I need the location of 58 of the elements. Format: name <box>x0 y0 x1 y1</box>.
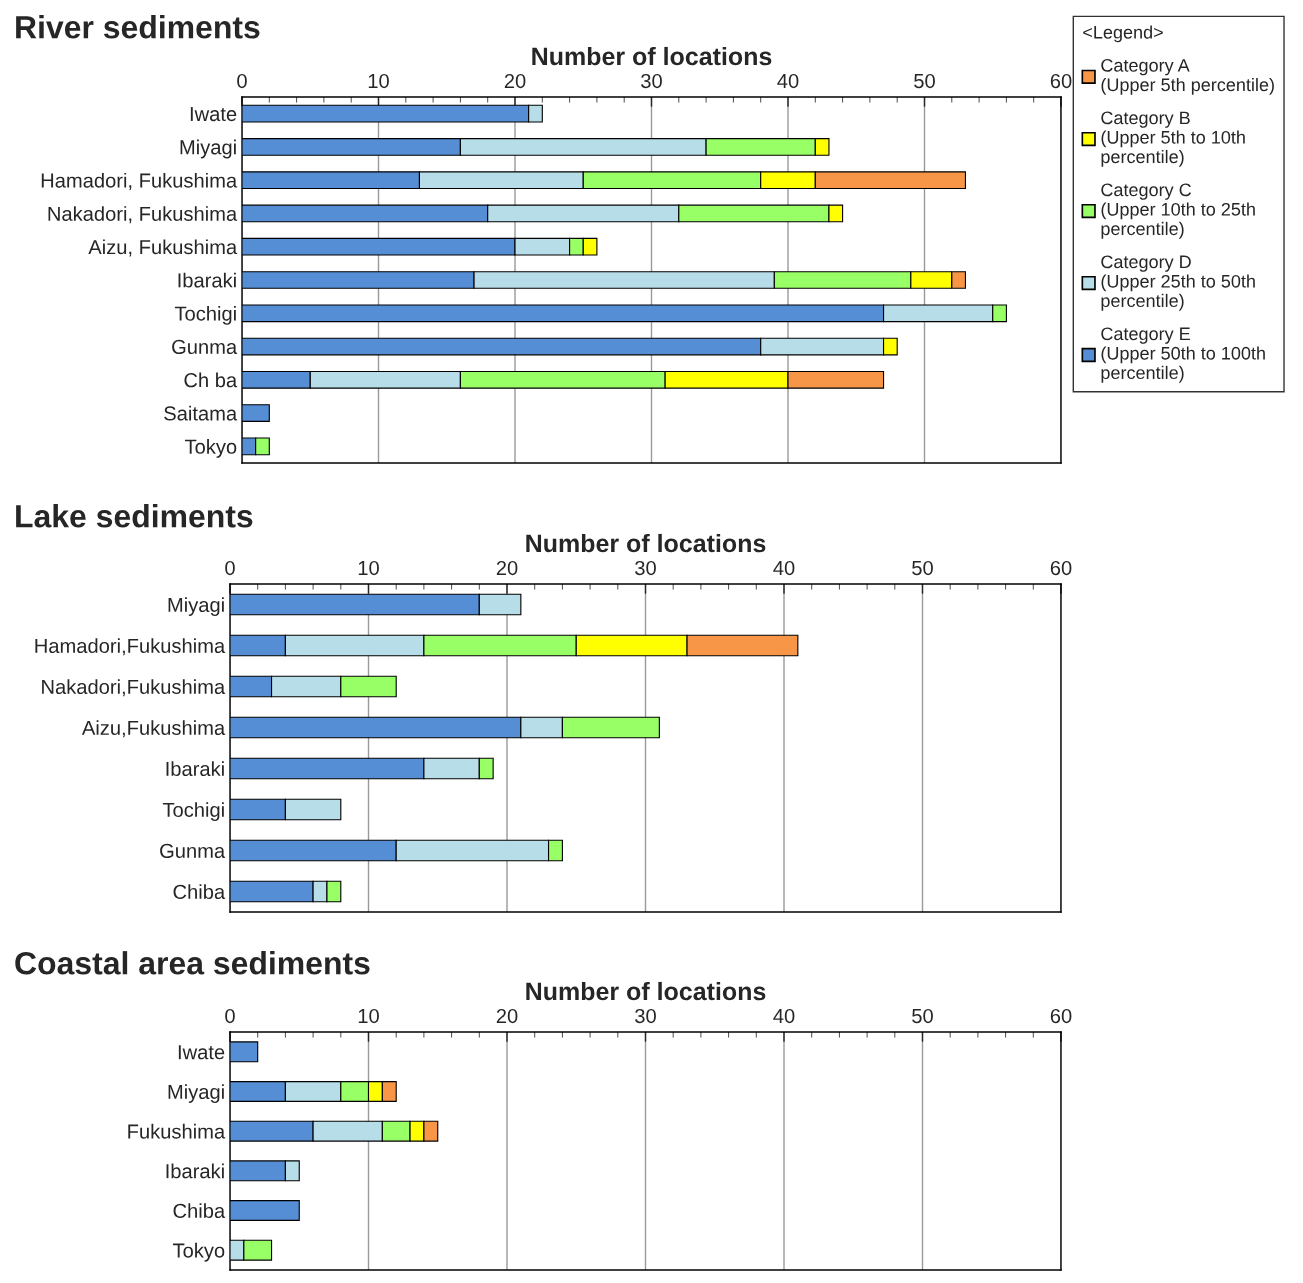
x-tick-label: 40 <box>777 73 799 89</box>
y-tick-label: Iwate <box>190 107 237 122</box>
x-tick-label: 30 <box>635 560 656 576</box>
x-tick-label: 40 <box>773 1008 795 1024</box>
legend-label: Category C (Upper 10th to 25th percentile) <box>1101 183 1255 239</box>
y-tick-label: Tokyo <box>184 439 237 458</box>
y-tick-label: Gunma <box>160 843 226 858</box>
x-tick-label: 10 <box>368 73 389 89</box>
legend-label: Category E (Upper 50th to 100th percentile) <box>1101 327 1265 383</box>
y-tick-label: Ibaraki <box>166 761 224 776</box>
y-tick-label: Chiba <box>173 884 226 899</box>
chart-title: River sediments <box>16 15 260 39</box>
y-tick-label: Tochigi <box>174 305 236 325</box>
y-tick-label: Chiba <box>173 1203 226 1218</box>
x-axis-title: Number of locations <box>526 533 766 553</box>
y-tick-label: Saitama <box>164 405 238 421</box>
x-tick-label: 20 <box>496 1008 518 1024</box>
x-tick-label: 50 <box>912 1008 933 1024</box>
chart-title: Lake sediments <box>16 504 253 528</box>
y-tick-label: Ch ba <box>184 372 238 388</box>
x-tick-label: 10 <box>358 560 379 576</box>
x-tick-label: 30 <box>635 1008 656 1024</box>
chart-title: Coastal area sediments <box>15 951 370 975</box>
y-tick-label: Hamadori,Fukushima <box>35 638 226 656</box>
y-tick-label: Tochigi <box>162 802 224 821</box>
y-tick-label: Aizu,Fukushima <box>81 720 226 738</box>
x-tick-label: 50 <box>914 73 935 89</box>
legend-label: Category D (Upper 25th to 50th percentile) <box>1101 255 1255 311</box>
y-tick-label: Miyagi <box>168 1084 224 1103</box>
y-tick-label: Tokyo <box>172 1242 225 1262</box>
x-tick-label: 20 <box>496 560 518 576</box>
legend-label: Category B (Upper 5th to 10th percentile) <box>1101 111 1245 167</box>
x-tick-label: 0 <box>225 1008 235 1024</box>
x-tick-label: 20 <box>504 73 526 89</box>
y-tick-label: Gunma <box>172 339 238 355</box>
y-tick-label: Ibaraki <box>178 272 236 288</box>
y-tick-label: Nakadori, Fukushima <box>48 206 238 224</box>
x-tick-label: 60 <box>1050 560 1072 576</box>
x-tick-label: 60 <box>1050 73 1072 89</box>
y-tick-label: Nakadori,Fukushima <box>42 679 226 697</box>
legend-label: Category A (Upper 5th percentile) <box>1101 58 1274 95</box>
x-axis-title: Number of locations <box>526 981 766 1001</box>
x-tick-label: 10 <box>358 1008 379 1024</box>
y-tick-label: Iwate <box>178 1045 225 1060</box>
y-tick-label: Miyagi <box>180 139 236 159</box>
y-tick-label: Ibaraki <box>166 1163 224 1179</box>
x-tick-label: 0 <box>237 73 247 89</box>
x-tick-label: 0 <box>225 560 235 576</box>
x-tick-label: 40 <box>773 560 795 576</box>
y-tick-label: Hamadori, Fukushima <box>41 172 238 191</box>
y-tick-label: Aizu, Fukushima <box>88 239 238 257</box>
x-axis-title: Number of locations <box>532 46 772 66</box>
x-tick-label: 30 <box>641 73 662 89</box>
x-tick-label: 50 <box>912 560 933 576</box>
x-tick-label: 60 <box>1050 1008 1072 1024</box>
y-tick-label: Miyagi <box>168 597 224 616</box>
legend-title: <Legend> <box>1083 25 1163 43</box>
y-tick-label: Fukushima <box>128 1123 226 1139</box>
